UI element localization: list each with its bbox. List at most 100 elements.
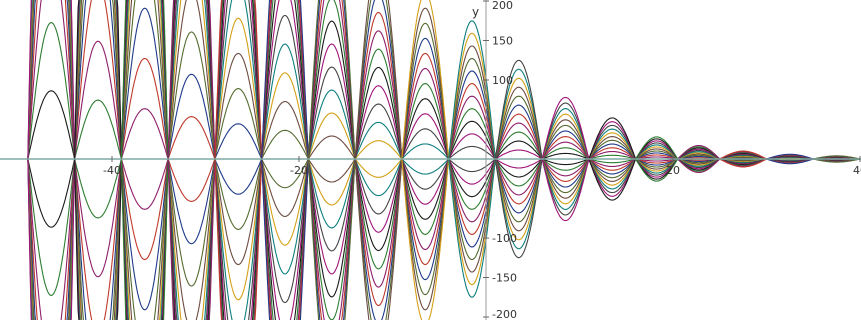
series-curve [120, 0, 169, 160]
series-curve [635, 158, 678, 166]
series-curve [635, 158, 679, 176]
series-curve [167, 158, 216, 202]
series-curve [354, 158, 403, 320]
x-tick-label: -20 [290, 164, 308, 177]
series-curve [494, 59, 543, 160]
series-curve [120, 158, 169, 311]
series-curve [541, 141, 590, 160]
series-curve [541, 102, 590, 160]
series-curve [448, 32, 496, 160]
series-curve [677, 151, 721, 160]
series-curve [588, 139, 637, 160]
series-curve [307, 43, 356, 160]
series-curve [635, 158, 678, 164]
series-curve [494, 158, 543, 178]
series-curve [635, 148, 679, 160]
series-curve [27, 0, 76, 160]
series-curve [167, 158, 216, 320]
series-curve [354, 11, 403, 160]
series-curve [120, 108, 169, 160]
series-curve [448, 158, 496, 185]
series-curve [541, 96, 590, 160]
series-curve [635, 158, 679, 178]
series-curve [27, 0, 76, 160]
series-curve [261, 158, 309, 320]
series-curve [588, 154, 636, 160]
series-curve [401, 158, 450, 311]
y-tick-label: -100 [492, 232, 517, 245]
series-curve [261, 0, 309, 160]
series-curve [214, 158, 263, 320]
series-curve [167, 0, 216, 160]
series-curve [74, 99, 122, 160]
series-curve [766, 158, 814, 165]
series-curve [541, 130, 590, 160]
curve-group [27, 0, 861, 320]
series-curve [401, 67, 450, 160]
series-curve [214, 0, 263, 160]
series-curve [307, 112, 356, 160]
series-curve [541, 158, 590, 210]
series-curve [214, 0, 263, 160]
series-curve [261, 158, 309, 320]
series-curve [120, 158, 169, 261]
series-curve [541, 158, 590, 194]
series-curve [214, 52, 263, 160]
series-curve [635, 158, 678, 168]
series-curve [401, 158, 450, 235]
series-curve [307, 158, 356, 252]
series-curve [588, 158, 637, 182]
series-curve [354, 48, 403, 160]
series-curve [541, 158, 590, 199]
series-curve [494, 86, 543, 160]
series-curve [261, 0, 309, 160]
series-curve [307, 158, 356, 320]
series-curve [354, 121, 403, 160]
series-curve [261, 100, 309, 160]
series-curve [307, 158, 356, 206]
series-curve [401, 158, 449, 175]
series-curve [448, 57, 496, 160]
series-curve [167, 158, 216, 320]
series-curve [401, 128, 450, 160]
series-curve [588, 143, 636, 160]
series-curve [494, 158, 543, 241]
x-tick-label: 40 [853, 164, 861, 177]
series-curve [401, 7, 450, 160]
series-curve [719, 158, 767, 168]
series-curve [167, 158, 216, 320]
series-curve [588, 158, 637, 190]
series-curve [448, 158, 496, 286]
y-tick-label: 200 [492, 0, 513, 12]
series-curve [354, 158, 403, 270]
series-curve [74, 40, 122, 160]
series-curve [354, 158, 403, 178]
series-curve [261, 0, 309, 160]
series-curve [27, 0, 76, 160]
series-curve [261, 158, 309, 246]
series-curve [541, 147, 590, 160]
series-curve [588, 158, 636, 168]
series-curve [27, 0, 76, 160]
series-curve [588, 158, 637, 179]
series-curve [167, 0, 216, 160]
series-curve [307, 158, 356, 320]
series-curve [214, 123, 263, 160]
series-curve [541, 158, 590, 182]
series-curve [74, 158, 122, 320]
series-curve [494, 158, 543, 232]
series-curve [588, 124, 637, 160]
series-curve [635, 144, 679, 160]
series-curve [120, 158, 169, 320]
series-curve [448, 70, 496, 160]
series-curve [27, 0, 76, 160]
series-curve [261, 158, 309, 320]
series-curve [261, 158, 309, 304]
series-curve [354, 0, 403, 160]
series-curve [541, 158, 590, 222]
series-curve [354, 0, 403, 160]
series-curve [766, 153, 814, 160]
series-curve [354, 158, 403, 252]
series-curve [494, 131, 543, 160]
